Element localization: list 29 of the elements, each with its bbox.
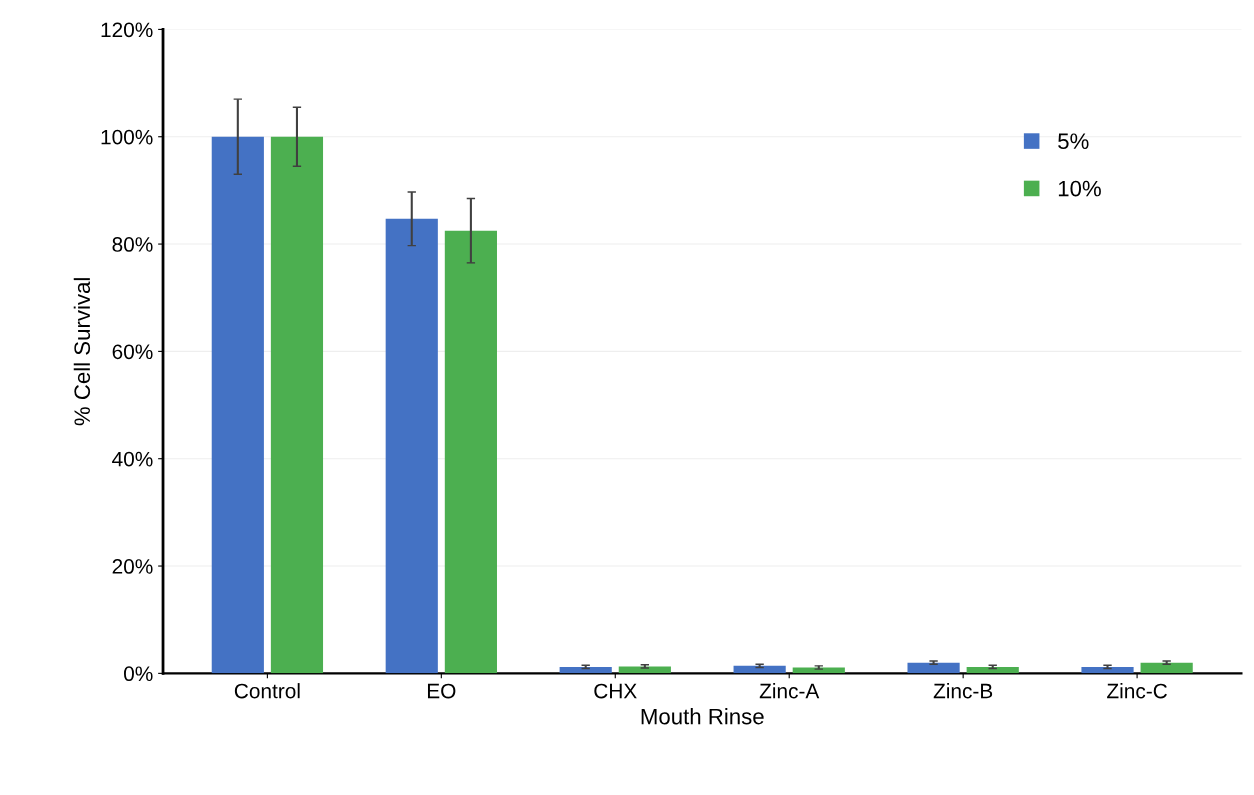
bar <box>966 666 1019 674</box>
x-tick-label: Control <box>234 683 300 699</box>
x-tick-label: EO <box>427 683 456 699</box>
legend-label: 10% <box>1058 180 1101 197</box>
bar <box>1081 666 1134 674</box>
bar <box>733 665 786 674</box>
x-tick-label: Zinc-C <box>1107 683 1167 699</box>
bar <box>444 230 497 674</box>
bar <box>385 218 438 674</box>
x-axis-title: Mouth Rinse <box>641 708 764 725</box>
x-tick-label: CHX <box>594 683 637 699</box>
bar <box>559 666 612 674</box>
bar <box>792 667 845 674</box>
bar <box>1140 662 1193 674</box>
bar <box>270 136 324 674</box>
bar <box>907 662 960 674</box>
y-tick-label: 60% <box>112 344 153 360</box>
y-tick-label: 100% <box>101 129 153 145</box>
y-tick-label: 0% <box>124 666 153 682</box>
bar <box>211 136 264 674</box>
y-tick-label: 20% <box>112 559 153 574</box>
y-axis-title: % Cell Survival <box>73 278 91 426</box>
y-tick-label: 40% <box>112 451 153 467</box>
legend-label: 5% <box>1058 133 1089 150</box>
y-tick-label: 120% <box>101 22 153 38</box>
bar <box>618 666 671 674</box>
y-tick-label: 80% <box>112 237 153 252</box>
x-tick-label: Zinc-A <box>759 683 820 699</box>
x-tick-label: Zinc-B <box>933 683 993 699</box>
